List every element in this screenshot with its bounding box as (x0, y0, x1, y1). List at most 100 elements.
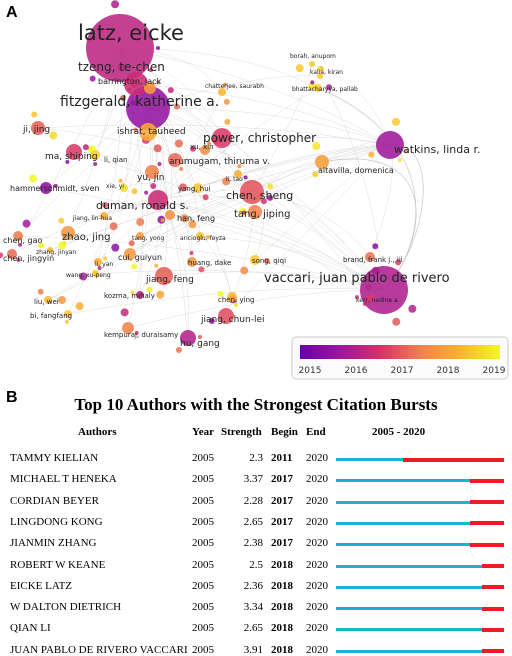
burst-baseline-bar (336, 585, 482, 589)
network-satellite-node (120, 308, 129, 317)
network-link (251, 63, 313, 193)
network-satellite-node (153, 144, 162, 153)
network-node (248, 205, 262, 219)
network-node-label: yang, hui (178, 185, 211, 193)
network-link (47, 191, 253, 301)
network-node (136, 232, 144, 240)
network-node-label: chatterjee, saurabh (205, 83, 264, 90)
network-satellite-node (38, 242, 45, 249)
network-node-label: altavilla, domenica (318, 166, 394, 175)
network-satellite-node (144, 190, 149, 195)
network-node-label: zhao, jing (62, 232, 110, 243)
burst-start-year: 2005 (192, 643, 214, 656)
network-node-label: ma, shiping (45, 152, 98, 162)
network-node-label: song, qiqi (252, 257, 286, 265)
network-link (129, 144, 391, 255)
network-node (168, 153, 182, 167)
network-node (317, 73, 323, 79)
network-satellite-node (79, 272, 88, 281)
network-node-label: huang, dake (188, 259, 231, 267)
network-satellite-node (146, 286, 153, 293)
burst-strength: 3.37 (243, 473, 263, 486)
network-node-label: arumugam, thiruma v. (169, 157, 270, 167)
header-end: End (306, 426, 326, 438)
network-node-label: borah, anupom (290, 53, 336, 60)
network-node-label: aricioglu, feyza (180, 235, 226, 242)
network-node-label: vaccari, juan pablo de rivero (264, 271, 450, 286)
burst-strength: 3.34 (243, 601, 263, 614)
burst-end-year: 2020 (306, 515, 328, 528)
network-satellite-node (111, 243, 120, 252)
network-satellite-node (175, 139, 184, 148)
network-node-label: xie, yi (106, 183, 124, 190)
burst-period-bar (470, 478, 504, 483)
network-node-label: duman, ronald s. (96, 199, 189, 212)
network-satellite-node (175, 346, 182, 353)
network-node (100, 212, 108, 220)
network-link (174, 159, 385, 291)
network-satellite-node (101, 202, 108, 209)
network-satellite-node (208, 317, 215, 324)
network-node-label: watkins, linda r. (394, 143, 481, 156)
network-node-label: yu, jin (137, 173, 164, 183)
network-node-label: ishrat, tauheed (117, 127, 186, 137)
network-link (157, 199, 233, 298)
header-year: Year (192, 426, 214, 438)
network-satellite-node (189, 251, 194, 256)
burst-baseline-bar (336, 564, 482, 568)
coauthor-network-panel: latz, eicke tzeng, te-chen barrington, jac… (0, 0, 509, 380)
burst-begin-year: 2018 (271, 601, 293, 614)
network-satellite-node (197, 335, 202, 340)
burst-period-bar (481, 627, 504, 632)
network-satellite-node (157, 161, 162, 166)
network-satellite-node (237, 164, 242, 169)
burst-strength: 2.28 (243, 494, 263, 507)
network-satellite-node (75, 302, 84, 311)
network-link (254, 144, 391, 261)
network-link (204, 137, 391, 151)
network-satellite-node (234, 303, 239, 308)
burst-author-name: TAMMY KIELIAN (10, 452, 99, 464)
network-labels: latz, eicke tzeng, te-chen barrington, jac… (3, 21, 481, 349)
burst-start-year: 2005 (192, 515, 214, 528)
network-satellite-node (58, 217, 65, 224)
network-satellite-node (130, 290, 135, 295)
network-satellite-node (202, 194, 209, 201)
network-node (365, 252, 375, 262)
network-satellite-node (372, 243, 379, 250)
network-node (315, 155, 329, 169)
network-satellite-node (103, 256, 108, 261)
network-node (120, 184, 128, 192)
burst-end-year: 2020 (306, 473, 328, 486)
burst-start-year: 2005 (192, 452, 214, 464)
colorbar-tick-label: 2016 (345, 366, 368, 376)
network-node (234, 170, 242, 178)
burst-period-bar (470, 542, 504, 547)
colorbar-gradient (300, 345, 500, 359)
panel-a-label: A (6, 4, 18, 21)
network-node-label: tang, jiping (234, 209, 290, 220)
network-satellite-node (222, 177, 231, 186)
network-node (44, 296, 52, 304)
network-node (93, 271, 99, 277)
burst-baseline-bar (336, 649, 482, 653)
network-node-label: fitzgerald, katherine a. (60, 94, 219, 110)
network-node (124, 72, 148, 96)
network-link (225, 144, 391, 317)
burst-end-year: 2020 (306, 494, 328, 507)
burst-period-bar (470, 500, 504, 505)
network-satellite-node (131, 188, 138, 195)
network-node-label: jiang, lin-hua (72, 215, 112, 222)
network-satellite-node (295, 64, 304, 73)
burst-strength: 2.5 (249, 558, 263, 571)
network-satellite-node (134, 330, 139, 335)
burst-start-year: 2005 (192, 473, 214, 486)
network-node-label: kempuraj, duraisamy (104, 331, 178, 339)
header-authors: Authors (78, 426, 117, 438)
network-satellite-node (150, 182, 157, 189)
network-satellite-node (395, 259, 402, 266)
network-satellite-node (198, 266, 205, 273)
network-link (319, 75, 385, 291)
network-satellite-node (97, 265, 102, 270)
network-node (139, 123, 157, 141)
